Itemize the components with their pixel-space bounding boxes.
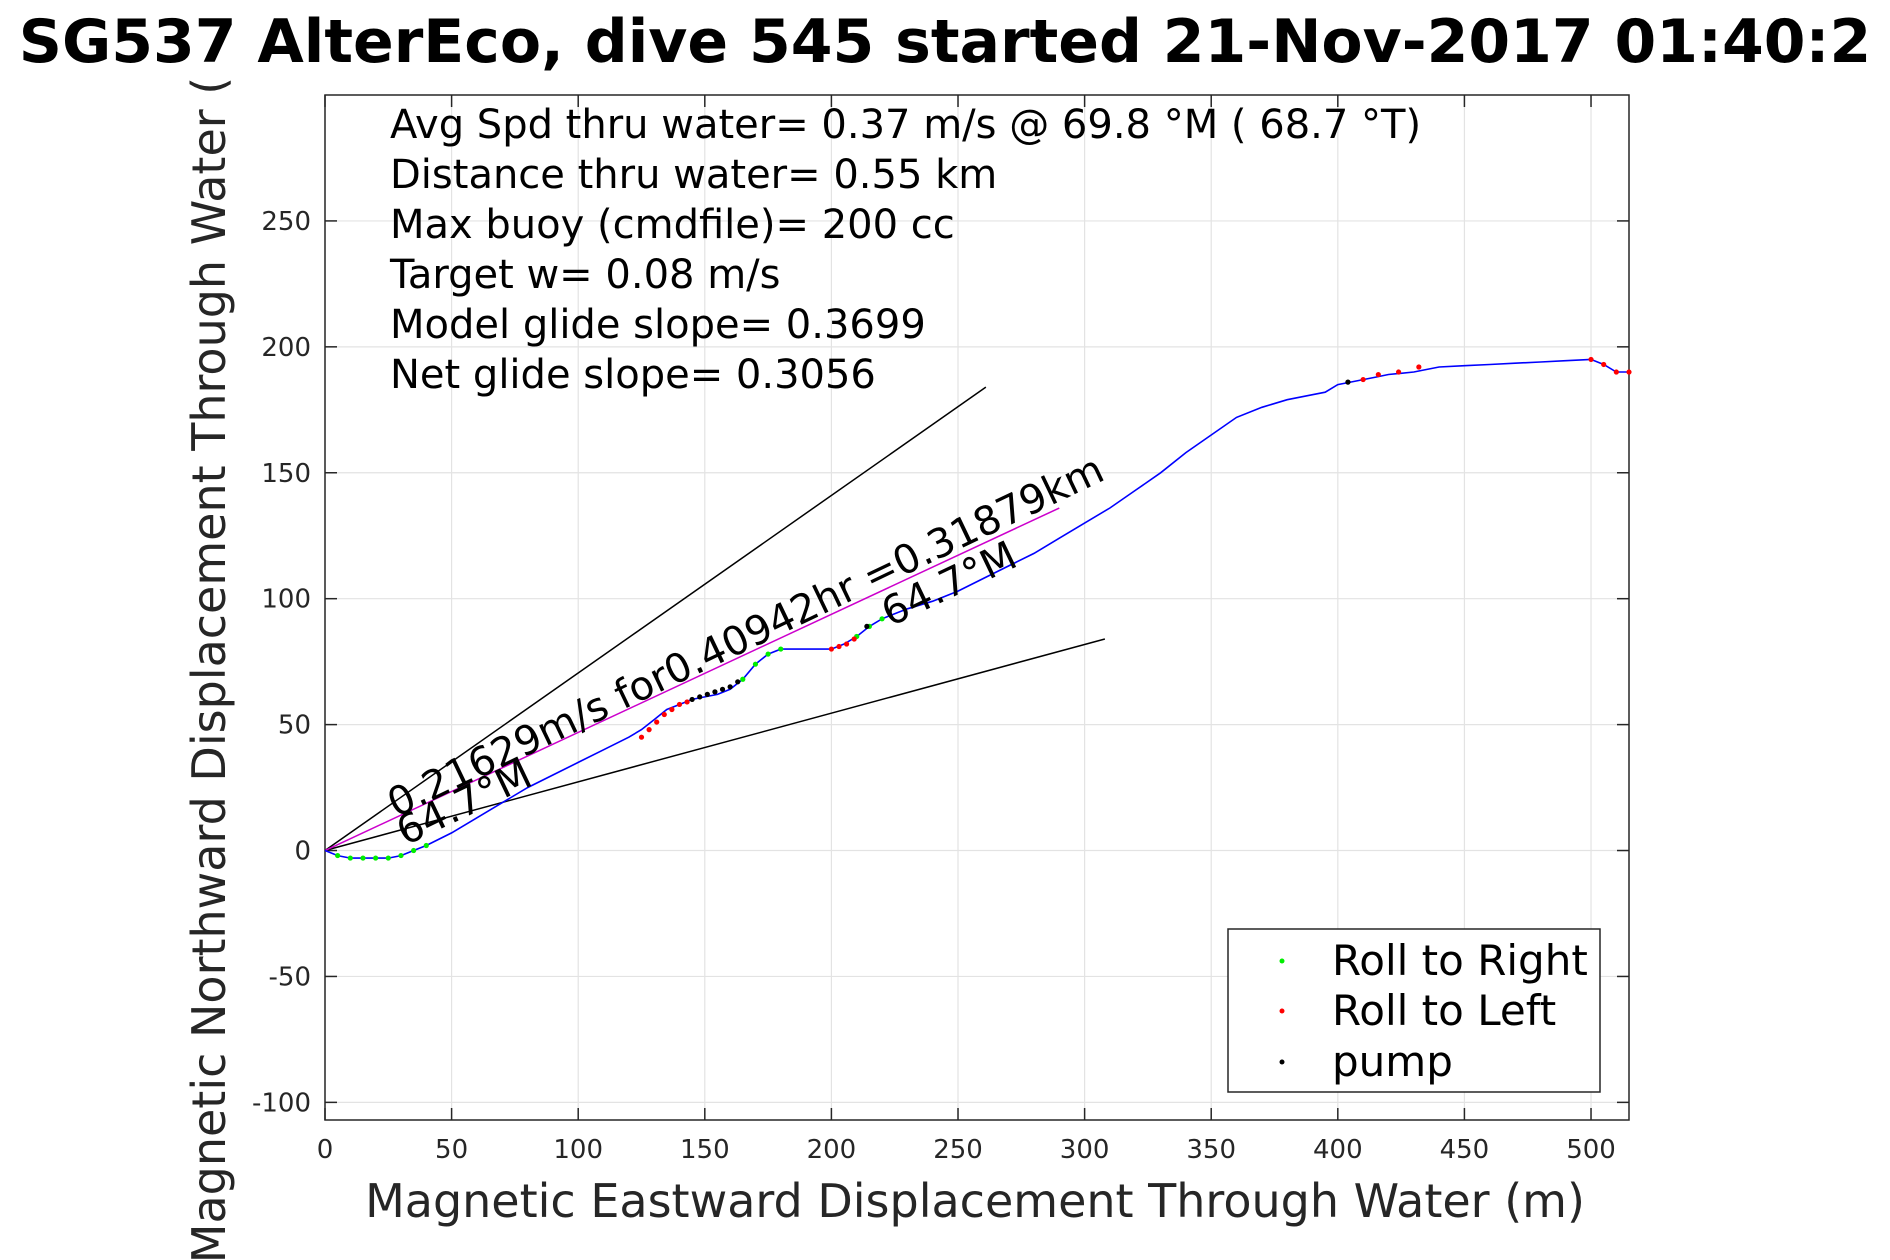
legend-box — [1227, 928, 1601, 1093]
x-tick-label: 500 — [1566, 1135, 1616, 1165]
pump-point — [704, 691, 710, 697]
roll-left-point — [1375, 371, 1381, 378]
info-model-glide-slope: Model glide slope= 0.3699 — [390, 302, 926, 348]
y-tick-label: -100 — [252, 1088, 311, 1118]
x-tick-label: 100 — [553, 1135, 603, 1165]
roll-right-point — [385, 855, 391, 861]
y-tick-label: 100 — [261, 585, 311, 615]
marker-layer — [335, 356, 1632, 861]
legend-roll-right-label: Roll to Right — [1332, 936, 1588, 985]
legend-pump-label: pump — [1332, 1037, 1453, 1086]
roll-right-point — [765, 651, 771, 657]
reference-lines — [324, 386, 1106, 852]
y-tick-label: 200 — [261, 333, 311, 363]
x-tick-label: 200 — [807, 1135, 857, 1165]
plot-area — [324, 94, 1630, 1121]
y-tick-label: 50 — [278, 711, 311, 741]
pump-point — [1345, 379, 1351, 385]
x-tick-label: 50 — [435, 1135, 468, 1165]
roll-left-point — [851, 636, 857, 642]
axis-ticks: 0 50 100 150 200 250 300 350 400 450 500 -100 -50 0 50… — [252, 95, 1629, 1165]
pump-point — [689, 696, 695, 703]
roll-left-point — [1613, 369, 1619, 375]
pump-point — [697, 694, 703, 700]
pump-point — [727, 684, 733, 690]
roll-left-point — [844, 641, 850, 647]
roll-left-point — [669, 706, 675, 713]
y-tick-label: -50 — [269, 962, 311, 992]
info-max-buoy: Max buoy (cmdfile)= 200 cc — [390, 202, 955, 248]
roll-right-point — [778, 646, 784, 652]
y-tick-label: 150 — [261, 459, 311, 489]
y-tick-label: 0 — [294, 837, 311, 867]
roll-right-point — [423, 842, 429, 849]
segment-line — [324, 507, 1060, 852]
roll-right-point — [752, 661, 759, 667]
chart-title: SG537 AlterEco, dive 545 started 21-Nov-… — [19, 7, 1872, 77]
reference-line — [324, 638, 1106, 852]
pump-point — [864, 623, 870, 629]
legend-roll-right-marker — [1279, 958, 1285, 964]
x-axis-label: Magnetic Eastward Displacement Through W… — [365, 1174, 1585, 1228]
legend-pump-marker — [1279, 1059, 1285, 1065]
info-block: Avg Spd thru water= 0.37 m/s @ 69.8 °M (… — [389, 102, 1421, 398]
info-avg-speed: Avg Spd thru water= 0.37 m/s @ 69.8 °M (… — [390, 102, 1421, 148]
roll-left-point — [646, 727, 652, 733]
info-target-w: Target w= 0.08 m/s — [389, 252, 780, 298]
x-tick-label: 450 — [1440, 1135, 1490, 1165]
roll-left-point — [684, 699, 690, 705]
roll-right-point — [740, 676, 746, 682]
roll-left-point — [676, 701, 683, 708]
roll-left-point — [1626, 369, 1632, 375]
roll-right-point — [360, 855, 366, 861]
roll-left-point — [1360, 376, 1366, 383]
info-net-glide-slope: Net glide slope= 0.3056 — [390, 352, 876, 398]
roll-left-point — [828, 646, 835, 652]
roll-left-point — [1395, 369, 1402, 375]
legend-roll-left-label: Roll to Left — [1332, 986, 1556, 1035]
roll-right-point — [411, 847, 417, 854]
roll-left-point — [638, 734, 645, 740]
x-tick-label: 0 — [317, 1135, 334, 1165]
y-tick-label: 250 — [261, 207, 311, 237]
roll-left-point — [1601, 361, 1607, 368]
x-tick-label: 300 — [1060, 1135, 1110, 1165]
roll-left-point — [661, 711, 667, 718]
legend-roll-left-marker — [1279, 1008, 1285, 1014]
legend: Roll to Right Roll to Left pump — [1227, 928, 1601, 1093]
roll-right-point — [373, 855, 379, 861]
x-tick-label: 400 — [1313, 1135, 1363, 1165]
roll-left-point — [836, 643, 842, 650]
pump-point — [712, 689, 718, 695]
x-tick-label: 350 — [1186, 1135, 1236, 1165]
roll-right-point — [879, 616, 885, 622]
y-axis-label: Magnetic Northward Displacement Through … — [182, 77, 236, 1260]
roll-left-point — [1588, 356, 1594, 363]
x-tick-label: 150 — [680, 1135, 730, 1165]
roll-left-point — [654, 719, 660, 725]
roll-right-point — [398, 852, 404, 859]
pump-point — [719, 686, 726, 692]
roll-left-point — [1416, 364, 1422, 370]
pump-point — [735, 679, 741, 685]
x-tick-label: 250 — [933, 1135, 983, 1165]
reference-line — [324, 386, 987, 852]
info-distance: Distance thru water= 0.55 km — [390, 152, 997, 198]
roll-right-point — [347, 855, 353, 861]
roll-right-point — [335, 852, 341, 859]
